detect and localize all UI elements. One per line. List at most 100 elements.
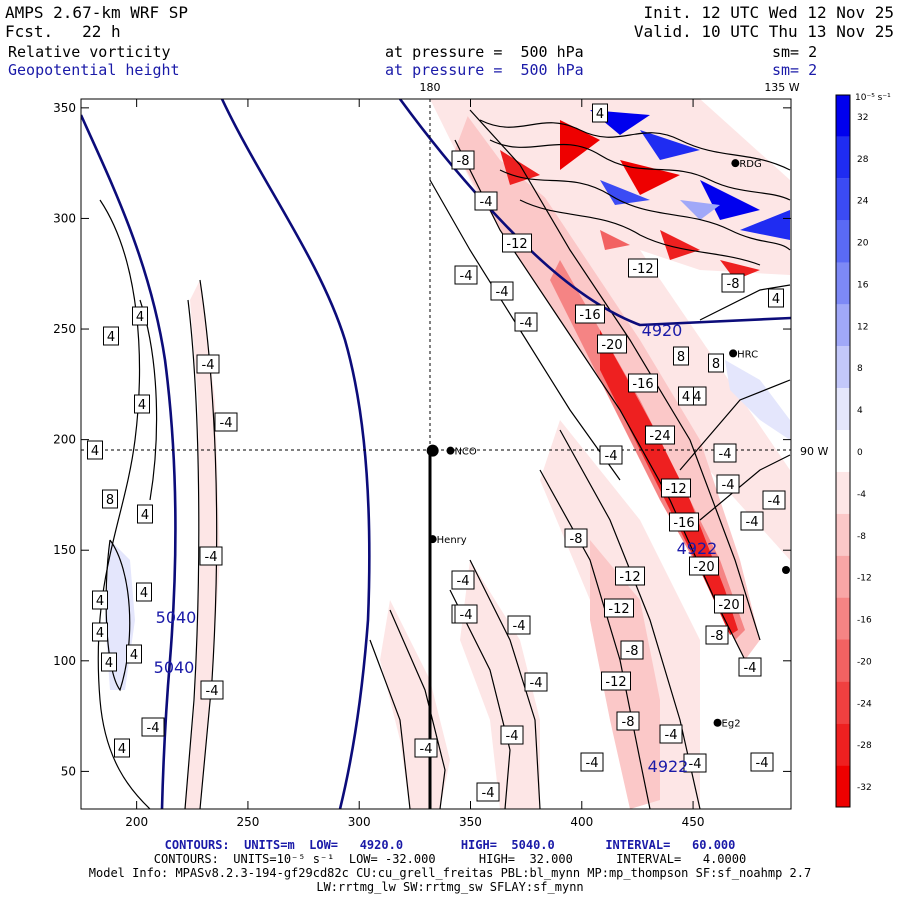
contour-labels: -8-4-12-4-4-4-16-20-16-24-4 -4-12-16-20-2… [87, 103, 786, 802]
y-tick-label: 100 [53, 654, 76, 668]
svg-text:-20: -20 [601, 338, 622, 353]
vorticity-contour-label: -12 [628, 258, 658, 278]
colorbar-frame [835, 94, 851, 808]
vorticity-contour-label: -16 [575, 304, 605, 324]
colorbar-swatch [836, 430, 850, 472]
svg-text:-4: -4 [205, 550, 218, 565]
vorticity-contour-label: 4 [92, 590, 108, 610]
vorticity-contour-label: 8 [102, 489, 118, 509]
svg-text:-12: -12 [619, 570, 640, 585]
field1-name: Relative vorticity [8, 43, 171, 61]
colorbar-tick-label: 24 [857, 197, 869, 207]
vorticity-contour-label: -4 [200, 680, 224, 700]
colorbar-swatch [836, 178, 850, 221]
colorbar-tick-label: 8 [857, 364, 863, 374]
svg-text:-4: -4 [665, 728, 678, 743]
vorticity-contour-label: -4 [490, 281, 514, 301]
vorticity-contour-label: 4 [136, 582, 152, 602]
svg-text:8: 8 [712, 357, 720, 372]
colorbar-swatch [836, 388, 850, 431]
svg-text:8: 8 [106, 493, 114, 508]
colorbar-swatch [836, 262, 850, 305]
svg-text:4: 4 [596, 107, 604, 122]
footer-model-info-2: LW:rrtmg_lw SW:rrtmg_sw SFLAY:sf_mynn [316, 880, 584, 894]
x-tick-label: 450 [682, 815, 705, 829]
height-contour-label: 4920 [642, 321, 683, 340]
field2-name: Geopotential height [8, 61, 180, 79]
svg-text:4: 4 [140, 586, 148, 601]
svg-text:-4: -4 [746, 515, 759, 530]
colorbar-swatch [836, 681, 850, 724]
vorticity-contour-label: 4 [592, 103, 608, 123]
x-tick-label: 300 [348, 815, 371, 829]
svg-text:-16: -16 [632, 377, 653, 392]
svg-text:4: 4 [682, 390, 690, 405]
vorticity-contour-label: -12 [502, 233, 532, 253]
vorticity-contour-label: -16 [669, 512, 699, 532]
svg-text:-4: -4 [480, 195, 493, 210]
colorbar-tick-label: -32 [857, 783, 872, 793]
svg-text:8: 8 [677, 350, 685, 365]
vorticity-contour-label: 4 [134, 394, 150, 414]
colorbar-swatch [836, 136, 850, 179]
vorticity-contour-label: -4 [762, 490, 786, 510]
vorticity-contour-label: -4 [738, 657, 762, 677]
x-tick-label: 200 [125, 815, 148, 829]
x-tick-label: 250 [236, 815, 259, 829]
plot-frame [80, 98, 792, 810]
svg-text:-4: -4 [220, 416, 233, 431]
vorticity-contour-label: 4 [103, 326, 119, 346]
station-marker [428, 535, 437, 544]
svg-text:-4: -4 [496, 285, 509, 300]
colorbar-swatch [836, 304, 850, 347]
svg-text:-12: -12 [605, 675, 626, 690]
station-marker [782, 566, 790, 574]
vorticity-contour-label: -4 [716, 474, 740, 494]
vorticity-contour-label: -4 [713, 443, 737, 463]
svg-text:-4: -4 [202, 358, 215, 373]
svg-text:-4: -4 [420, 742, 433, 757]
footer-vorticity-contours: CONTOURS: UNITS=10⁻⁵ s⁻¹ LOW= -32.000 HI… [153, 852, 747, 866]
height-contour-label: 4922 [648, 757, 689, 776]
stations: NCO Henry RDG HRC Eg2 [426, 159, 790, 730]
svg-text:4: 4 [118, 742, 126, 757]
svg-text:-4: -4 [722, 478, 735, 493]
svg-text:4: 4 [136, 310, 144, 325]
svg-text:-4: -4 [482, 786, 495, 801]
x-tick-label: 350 [459, 815, 482, 829]
colorbar-tick-label: 12 [857, 322, 868, 332]
svg-text:-12: -12 [665, 482, 686, 497]
svg-text:-8: -8 [727, 277, 740, 292]
vorticity-contour-label: 4 [87, 440, 103, 460]
vorticity-contour-label: -4 [196, 354, 220, 374]
vorticity-contour-label: -8 [620, 640, 644, 660]
svg-text:-4: -4 [147, 721, 160, 736]
colorbar: 32 28 24 20 16 12 8 4 0 -4 -8 -12 -16 -20 -24 -28 -32 10⁻… [835, 93, 891, 808]
colorbar-tick-label: 4 [857, 406, 863, 416]
vorticity-contour-label: -4 [599, 445, 623, 465]
station-label: HRC [737, 349, 758, 360]
vorticity-contour-label: 4 [114, 738, 130, 758]
field1-level: at pressure = 500 hPa [385, 43, 584, 61]
footer-model-info: Model Info: MPASv8.2.3-194-gf29cd82c CU:… [88, 866, 812, 880]
vorticity-contour-label: -8 [705, 625, 729, 645]
valid-time: Valid. 10 UTC Thu 13 Nov 25 [633, 22, 894, 41]
vorticity-contour-label: 4 [132, 306, 148, 326]
vorticity-contour-label: -4 [514, 312, 538, 332]
vorticity-contour-label: 4 [101, 652, 117, 672]
station-marker [446, 446, 455, 455]
station-label: RDG [739, 159, 761, 170]
y-tick-label: 250 [53, 322, 76, 336]
svg-text:-4: -4 [530, 676, 543, 691]
colorbar-swatch [836, 555, 850, 598]
vorticity-contour-label: -4 [454, 604, 478, 624]
vorticity-contour-label: 4 [678, 386, 694, 406]
vorticity-contour-label: -8 [451, 150, 475, 170]
vorticity-contour-label: -4 [740, 511, 764, 531]
svg-text:-12: -12 [632, 262, 653, 277]
vorticity-contour-label: -16 [628, 373, 658, 393]
vorticity-contour-label: -4 [683, 753, 707, 773]
vorticity-contour-label: -4 [214, 412, 238, 432]
forecast-hour: Fcst. 22 h [5, 22, 121, 41]
